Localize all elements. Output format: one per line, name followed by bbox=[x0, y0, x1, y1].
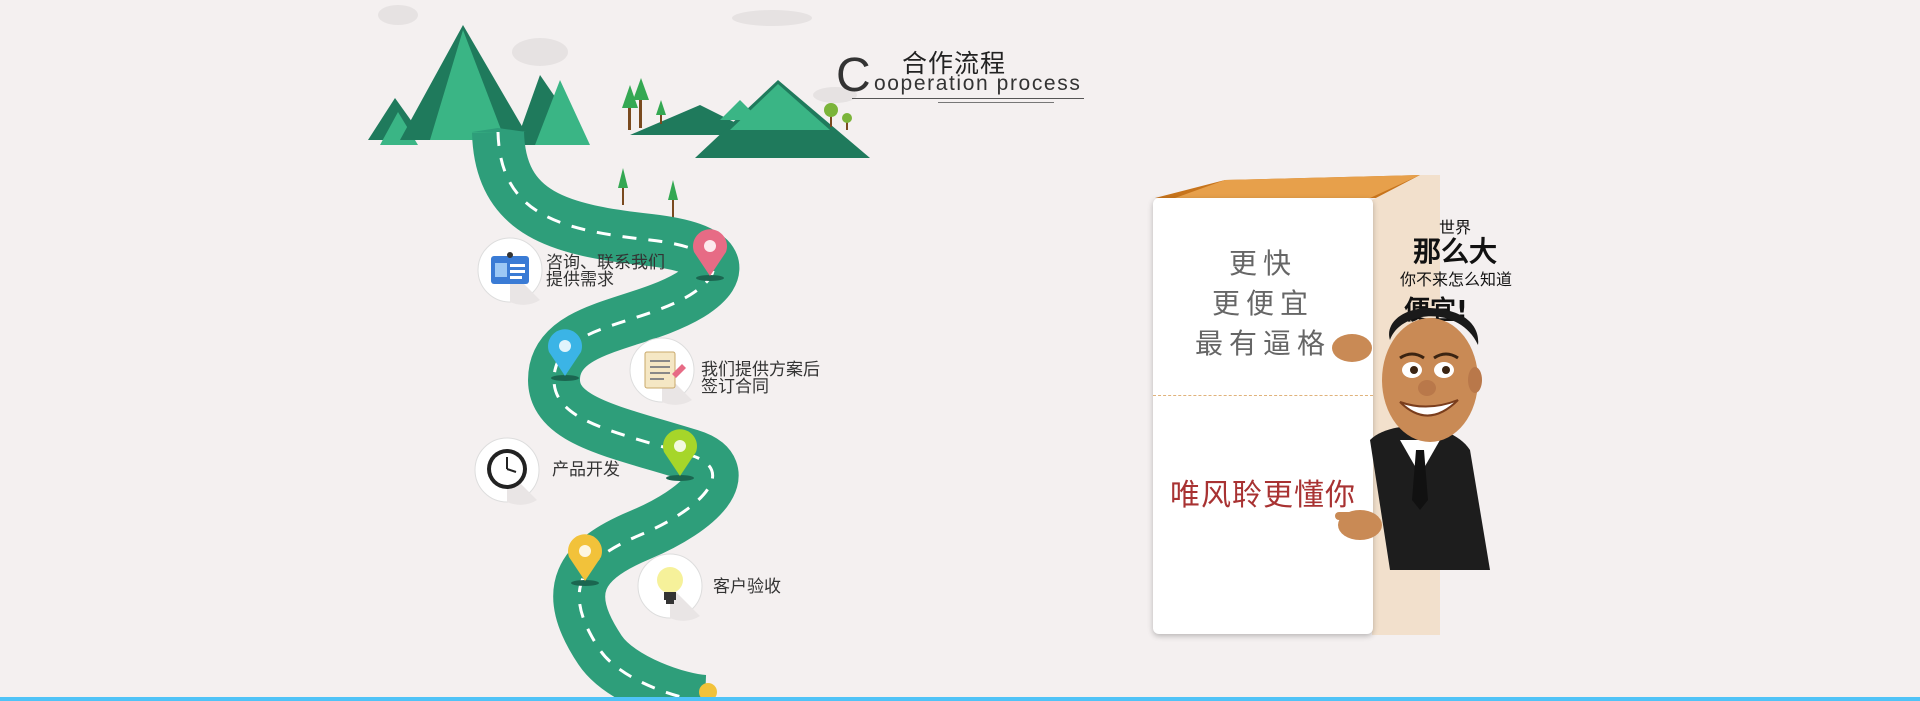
promo-slogan: 唯风聆更懂你 bbox=[1170, 478, 1356, 513]
step-label-line: 客户验收 bbox=[713, 577, 781, 596]
end-marker bbox=[699, 683, 717, 701]
mountains-right bbox=[630, 80, 870, 158]
pin-icon bbox=[693, 229, 728, 281]
card-divider bbox=[1153, 395, 1373, 397]
step-label-line: 签订合同 bbox=[701, 377, 769, 396]
title-underline bbox=[852, 98, 1084, 99]
promo-line: 更便宜 bbox=[1211, 287, 1314, 320]
clock-icon bbox=[474, 437, 540, 505]
step-label-line: 咨询、联系我们 bbox=[546, 253, 665, 272]
bubble-come: 你不来怎么知道 bbox=[1399, 270, 1512, 289]
cloud-decoration bbox=[378, 5, 857, 103]
bubble-world: 世界 bbox=[1438, 218, 1471, 237]
promo-line: 最有逼格 bbox=[1194, 327, 1331, 360]
step-label-line: 我们提供方案后 bbox=[701, 360, 820, 379]
step-label: 咨询、联系我们 提供需求 bbox=[546, 254, 665, 288]
road-dashes bbox=[496, 131, 715, 701]
step-label: 产品开发 bbox=[552, 461, 620, 478]
pin-icon bbox=[568, 534, 603, 586]
title-underline bbox=[938, 102, 1054, 103]
title-chinese: 合作流程 bbox=[902, 50, 1007, 78]
title-initial: C bbox=[836, 49, 871, 102]
lightbulb-icon bbox=[637, 553, 703, 621]
cartoon-man-illustration bbox=[1332, 308, 1490, 570]
title-english: ooperation process bbox=[874, 72, 1082, 95]
bubble-so-big: 那么大 bbox=[1412, 235, 1497, 268]
road-start bbox=[472, 128, 526, 132]
step-label: 客户验收 bbox=[713, 578, 781, 595]
pin-icon bbox=[663, 429, 697, 481]
pin-icon bbox=[548, 329, 582, 381]
contact-card-icon bbox=[477, 237, 543, 305]
trees-decoration bbox=[618, 78, 852, 218]
mountains-left bbox=[368, 25, 590, 145]
document-icon bbox=[629, 337, 695, 405]
section-title: C 合作流程 ooperation process bbox=[836, 40, 1096, 110]
promo-line: 更快 bbox=[1228, 247, 1297, 280]
promo-card bbox=[1153, 198, 1373, 634]
step-label-line: 提供需求 bbox=[546, 270, 614, 289]
step-label-line: 产品开发 bbox=[552, 460, 620, 479]
step-label: 我们提供方案后 签订合同 bbox=[701, 361, 820, 395]
bottom-rule bbox=[0, 697, 1920, 701]
